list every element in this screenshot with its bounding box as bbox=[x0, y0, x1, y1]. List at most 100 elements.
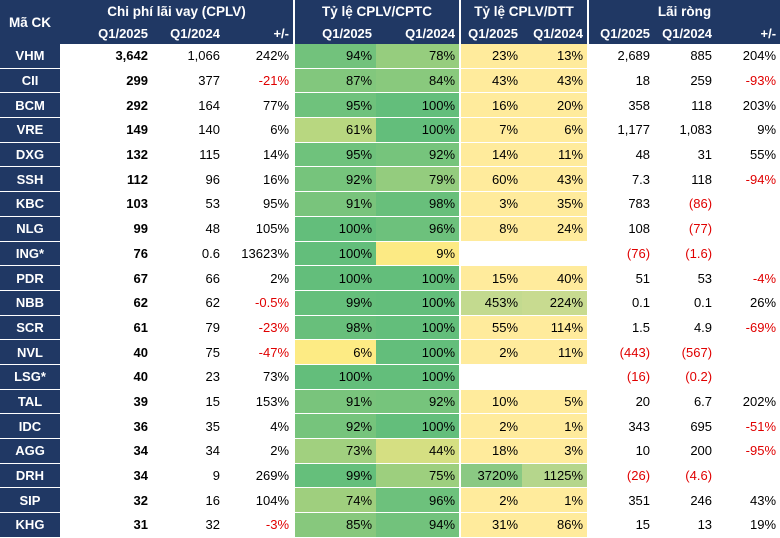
cplv-change-cell: 77% bbox=[224, 92, 295, 119]
cptc-q1-2025-cell: 100% bbox=[293, 216, 377, 242]
lai-rong-change-cell: 202% bbox=[716, 389, 780, 415]
cplv-q1-2024-cell: 377 bbox=[152, 68, 224, 94]
subheader-dtt-q1-2025: Q1/2025 bbox=[459, 22, 523, 44]
cplv-change-cell: -23% bbox=[224, 315, 295, 341]
dtt-q1-2024-cell: 114% bbox=[522, 315, 589, 341]
lai-rong-q1-2024-cell: 4.9 bbox=[654, 315, 717, 341]
cptc-q1-2025-cell: 95% bbox=[293, 92, 377, 119]
cptc-q1-2025-cell: 100% bbox=[293, 265, 377, 291]
cplv-q1-2024-cell: 1,066 bbox=[152, 44, 224, 69]
cplv-change-cell: 14% bbox=[224, 142, 295, 168]
cptc-q1-2025-cell: 94% bbox=[293, 44, 377, 69]
dtt-q1-2025-cell: 31% bbox=[459, 512, 523, 538]
ticker-cell: NBB bbox=[0, 290, 60, 316]
subheader-lai-rong-q1-2024: Q1/2024 bbox=[654, 22, 717, 44]
lai-rong-q1-2024-cell: 885 bbox=[654, 44, 717, 69]
subheader-cplv-q1-2025: Q1/2025 bbox=[60, 22, 152, 44]
cplv-change-cell: 2% bbox=[224, 438, 295, 464]
lai-rong-q1-2024-cell: 31 bbox=[654, 142, 717, 168]
cplv-q1-2024-cell: 75 bbox=[152, 339, 224, 365]
cplv-q1-2025-cell: 149 bbox=[60, 117, 152, 143]
lai-rong-q1-2024-cell: (86) bbox=[654, 191, 717, 217]
dtt-q1-2025-cell: 16% bbox=[459, 92, 523, 119]
ticker-cell: DXG bbox=[0, 142, 60, 168]
ticker-cell: SIP bbox=[0, 487, 60, 514]
table-row: KHG 31 32 -3% 85% 94% 31% 86% 15 13 19% bbox=[0, 512, 780, 538]
cptc-q1-2024-cell: 84% bbox=[376, 68, 461, 94]
dtt-q1-2025-cell: 43% bbox=[459, 68, 523, 94]
subheader-dtt-q1-2024: Q1/2024 bbox=[522, 22, 589, 44]
table-row: VRE 149 140 6% 61% 100% 7% 6% 1,177 1,083 9% bbox=[0, 117, 780, 143]
dtt-q1-2024-cell: 40% bbox=[522, 265, 589, 291]
lai-rong-q1-2025-cell: 15 bbox=[587, 512, 655, 538]
subheader-cplv-change: +/- bbox=[224, 22, 295, 44]
dtt-q1-2025-cell: 3720% bbox=[459, 463, 523, 489]
cptc-q1-2025-cell: 73% bbox=[293, 438, 377, 464]
lai-rong-q1-2024-cell: (1.6) bbox=[654, 241, 717, 267]
table-row: NBB 62 62 -0.5% 99% 100% 453% 224% 0.1 0.1 26% bbox=[0, 290, 780, 316]
lai-rong-q1-2024-cell: 53 bbox=[654, 265, 717, 291]
dtt-q1-2024-cell: 1% bbox=[522, 413, 589, 439]
dtt-q1-2025-cell: 453% bbox=[459, 290, 523, 316]
table-row: AGG 34 34 2% 73% 44% 18% 3% 10 200 -95% bbox=[0, 438, 780, 464]
ticker-cell: BCM bbox=[0, 92, 60, 119]
cplv-change-cell: -3% bbox=[224, 512, 295, 538]
cplv-q1-2025-cell: 31 bbox=[60, 512, 152, 538]
lai-rong-q1-2024-cell: 246 bbox=[654, 487, 717, 514]
lai-rong-q1-2025-cell: 18 bbox=[587, 68, 655, 94]
dtt-q1-2025-cell: 18% bbox=[459, 438, 523, 464]
cptc-q1-2024-cell: 79% bbox=[376, 166, 461, 193]
subheader-lai-rong-q1-2025: Q1/2025 bbox=[587, 22, 655, 44]
dtt-q1-2024-cell: 20% bbox=[522, 92, 589, 119]
table-row: NLG 99 48 105% 100% 96% 8% 24% 108 (77) bbox=[0, 216, 780, 242]
table-row: SSH 112 96 16% 92% 79% 60% 43% 7.3 118 -94% bbox=[0, 166, 780, 193]
cptc-q1-2025-cell: 92% bbox=[293, 166, 377, 193]
cplv-change-cell: 4% bbox=[224, 413, 295, 439]
lai-rong-q1-2025-cell: 1.5 bbox=[587, 315, 655, 341]
cplv-q1-2025-cell: 76 bbox=[60, 241, 152, 267]
dtt-q1-2025-cell: 8% bbox=[459, 216, 523, 242]
ticker-cell: LSG* bbox=[0, 364, 60, 390]
ticker-cell: SSH bbox=[0, 166, 60, 193]
dtt-q1-2025-cell: 2% bbox=[459, 339, 523, 365]
table-row: BCM 292 164 77% 95% 100% 16% 20% 358 118 203% bbox=[0, 92, 780, 119]
lai-rong-q1-2025-cell: 10 bbox=[587, 438, 655, 464]
cplv-q1-2024-cell: 66 bbox=[152, 265, 224, 291]
cplv-q1-2024-cell: 23 bbox=[152, 364, 224, 390]
lai-rong-q1-2024-cell: 0.1 bbox=[654, 290, 717, 316]
lai-rong-q1-2025-cell: 7.3 bbox=[587, 166, 655, 193]
ticker-cell: VRE bbox=[0, 117, 60, 143]
ticker-cell: PDR bbox=[0, 265, 60, 291]
cplv-q1-2024-cell: 62 bbox=[152, 290, 224, 316]
lai-rong-q1-2025-cell: 783 bbox=[587, 191, 655, 217]
lai-rong-change-cell bbox=[716, 191, 780, 217]
lai-rong-q1-2024-cell: 695 bbox=[654, 413, 717, 439]
cplv-q1-2025-cell: 40 bbox=[60, 339, 152, 365]
dtt-q1-2025-cell: 23% bbox=[459, 44, 523, 69]
cplv-change-cell: 73% bbox=[224, 364, 295, 390]
ticker-cell: IDC bbox=[0, 413, 60, 439]
lai-rong-q1-2025-cell: 108 bbox=[587, 216, 655, 242]
dtt-q1-2025-cell: 10% bbox=[459, 389, 523, 415]
cplv-q1-2025-cell: 132 bbox=[60, 142, 152, 168]
lai-rong-q1-2025-cell: (26) bbox=[587, 463, 655, 489]
cplv-q1-2024-cell: 0.6 bbox=[152, 241, 224, 267]
dtt-q1-2024-cell bbox=[522, 364, 589, 390]
lai-rong-q1-2024-cell: (567) bbox=[654, 339, 717, 365]
cptc-q1-2024-cell: 100% bbox=[376, 364, 461, 390]
cplv-q1-2024-cell: 79 bbox=[152, 315, 224, 341]
dtt-q1-2024-cell: 11% bbox=[522, 142, 589, 168]
cplv-q1-2024-cell: 32 bbox=[152, 512, 224, 538]
table-body: VHM 3,642 1,066 242% 94% 78% 23% 13% 2,689 885 204… bbox=[0, 44, 780, 538]
cplv-q1-2024-cell: 164 bbox=[152, 92, 224, 119]
lai-rong-q1-2025-cell: 358 bbox=[587, 92, 655, 119]
ticker-cell: NVL bbox=[0, 339, 60, 365]
lai-rong-change-cell: -51% bbox=[716, 413, 780, 439]
dtt-q1-2024-cell: 5% bbox=[522, 389, 589, 415]
lai-rong-q1-2024-cell: (77) bbox=[654, 216, 717, 242]
dtt-q1-2025-cell bbox=[459, 364, 523, 390]
cptc-q1-2025-cell: 100% bbox=[293, 364, 377, 390]
cptc-q1-2024-cell: 96% bbox=[376, 216, 461, 242]
dtt-q1-2024-cell: 43% bbox=[522, 166, 589, 193]
lai-rong-q1-2024-cell: 118 bbox=[654, 92, 717, 119]
